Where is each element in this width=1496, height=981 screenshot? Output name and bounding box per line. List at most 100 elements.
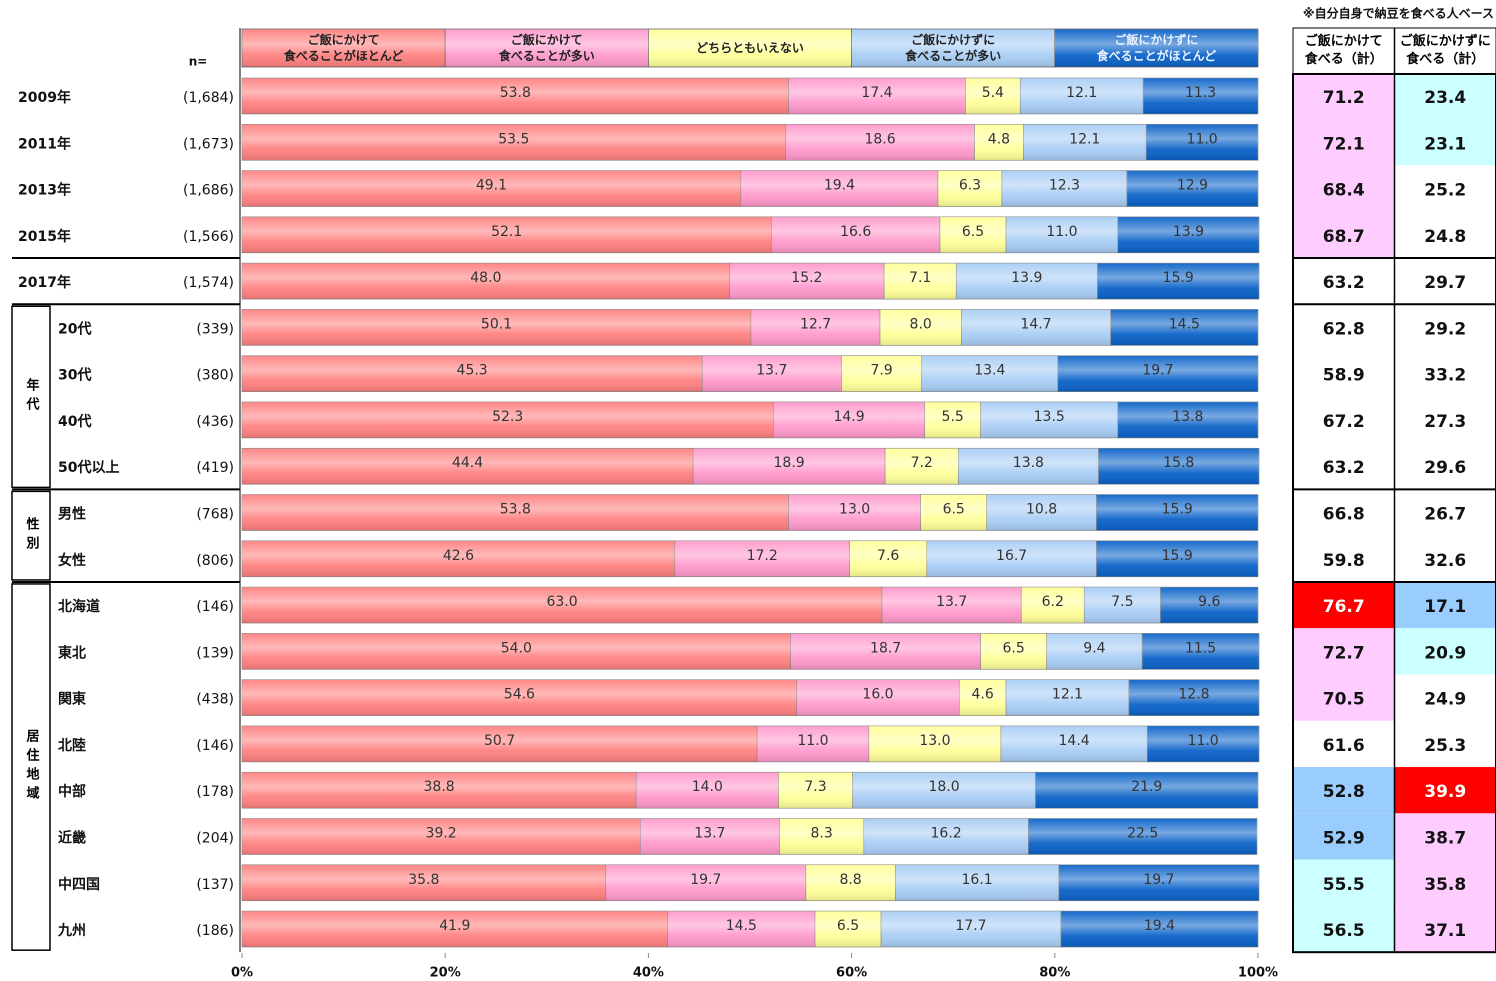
value-label: 35.8: [408, 872, 439, 888]
table-cell: [1293, 257, 1395, 305]
value-label: 11.0: [1046, 224, 1077, 240]
value-label: 12.1: [1066, 85, 1097, 101]
table-value: 32.6: [1424, 551, 1466, 571]
value-label: 12.1: [1052, 687, 1083, 703]
n-value: (1,686): [183, 183, 234, 199]
category-label: 40代: [58, 413, 91, 430]
bar-shine: [702, 355, 842, 392]
value-label: 41.9: [439, 918, 470, 934]
value-label: 18.9: [774, 455, 805, 471]
bar-shine: [788, 494, 921, 531]
table-cell: [1394, 813, 1496, 860]
table-value: 71.2: [1323, 88, 1365, 108]
bar-shine: [674, 540, 850, 577]
value-label: 17.7: [955, 918, 986, 934]
bar-shine: [937, 170, 1002, 207]
legend-shine: [242, 29, 446, 67]
value-label: 21.9: [1131, 779, 1162, 795]
bar-shine: [779, 818, 864, 855]
table-header: ご飯にかけて 食べる（計）: [1304, 34, 1383, 67]
bar-shine: [693, 448, 886, 485]
table-cell: [1293, 304, 1395, 351]
category-label: 中部: [58, 783, 86, 800]
value-label: 18.0: [928, 779, 959, 795]
table-cell: [1293, 489, 1395, 536]
table-cell: [1394, 859, 1496, 906]
value-label: 6.2: [1042, 594, 1064, 610]
value-label: 8.8: [839, 872, 861, 888]
value-label: 13.4: [974, 363, 1005, 379]
legend-shine: [445, 29, 649, 67]
value-label: 18.7: [870, 640, 901, 656]
bar-shine: [980, 633, 1047, 670]
value-label: 7.9: [870, 363, 892, 379]
table-value: 63.2: [1323, 458, 1365, 478]
bar-shine: [242, 494, 789, 531]
category-label: 関東: [58, 691, 86, 708]
table-cell: [1293, 674, 1395, 721]
table-value: 67.2: [1323, 412, 1365, 432]
table-cell: [1293, 813, 1395, 860]
value-label: 6.5: [962, 224, 984, 240]
n-value: (137): [196, 877, 234, 893]
category-label: 2015年: [18, 228, 71, 245]
bar-shine: [920, 494, 987, 531]
category-label: 50代以上: [58, 459, 119, 476]
value-label: 15.2: [791, 270, 822, 286]
bar-shine: [974, 124, 1024, 161]
bar-shine: [1060, 911, 1258, 948]
table-value: 29.7: [1424, 273, 1466, 293]
category-label: 北陸: [58, 737, 86, 754]
bar-shine: [1142, 633, 1260, 670]
value-label: 13.7: [756, 363, 787, 379]
bar-shine: [926, 540, 1097, 577]
bar-shine: [881, 911, 1061, 948]
n-value: (186): [196, 923, 234, 939]
bar-shine: [1023, 124, 1147, 161]
bar-shine: [805, 864, 896, 901]
table-value: 61.6: [1323, 736, 1365, 756]
value-label: 8.0: [910, 316, 932, 332]
value-label: 16.6: [840, 224, 871, 240]
bar-shine: [1057, 355, 1258, 392]
n-value: (438): [196, 692, 234, 708]
table-cell: [1394, 350, 1496, 397]
value-label: 13.8: [1013, 455, 1044, 471]
bar-shine: [868, 725, 1001, 762]
bar-shine: [1035, 772, 1258, 809]
bar-shine: [1097, 263, 1260, 300]
table-value: 72.7: [1323, 643, 1365, 663]
legend-shine: [851, 29, 1055, 67]
value-label: 54.6: [504, 687, 535, 703]
value-label: 15.8: [1163, 455, 1194, 471]
n-value: (768): [196, 507, 234, 523]
value-label: 13.5: [1034, 409, 1065, 425]
bar-shine: [242, 355, 703, 392]
value-label: 53.8: [500, 85, 531, 101]
value-label: 14.4: [1059, 733, 1090, 749]
table-cell: [1394, 304, 1496, 351]
table-value: 59.8: [1323, 551, 1365, 571]
value-label: 12.8: [1178, 687, 1209, 703]
table-value: 26.7: [1424, 505, 1466, 525]
value-label: 45.3: [457, 363, 488, 379]
table-value: 24.8: [1424, 227, 1466, 247]
table-value: 25.2: [1424, 181, 1466, 201]
table-cell: [1394, 257, 1496, 305]
n-value: (1,574): [183, 275, 234, 291]
bar-shine: [778, 772, 853, 809]
bar-shine: [1021, 587, 1085, 624]
bar-shine: [636, 772, 779, 809]
table-value: 76.7: [1323, 597, 1365, 617]
table-cell: [1394, 489, 1496, 536]
value-label: 15.9: [1163, 270, 1194, 286]
value-label: 19.4: [1144, 918, 1175, 934]
bar-shine: [1117, 401, 1258, 438]
group-box: [11, 583, 51, 951]
table-value: 25.3: [1424, 736, 1466, 756]
bar-shine: [884, 263, 957, 300]
table-cell: [1293, 396, 1395, 444]
value-label: 13.8: [1172, 409, 1203, 425]
value-label: 13.0: [839, 502, 870, 518]
bar-shine: [939, 216, 1007, 253]
